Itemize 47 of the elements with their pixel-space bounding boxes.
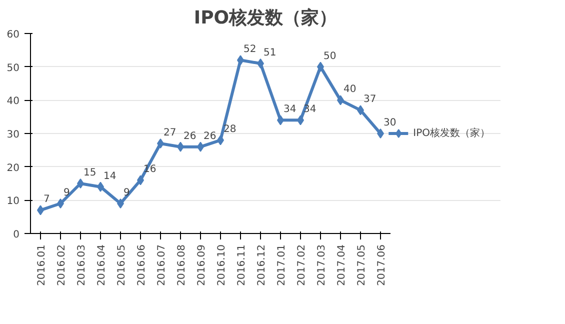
x-tick-label: 2016.10 (216, 244, 228, 286)
point (77, 178, 84, 188)
y-tick-label: 20 (6, 162, 20, 174)
point (257, 58, 264, 68)
x-tick-label: 2016.03 (76, 244, 88, 286)
x-tick-label: 2016.01 (36, 244, 48, 286)
data-label: 51 (264, 48, 276, 58)
y-tick-label: 50 (6, 62, 20, 74)
data-label: 40 (344, 84, 356, 96)
x-tick-label: 2016.02 (56, 244, 68, 286)
data-label: 28 (224, 124, 236, 136)
x-tick-label: 2016.04 (96, 244, 108, 286)
x-tick-label: 2016.05 (116, 244, 128, 286)
y-tick-label: 60 (6, 30, 20, 40)
data-label: 37 (364, 94, 376, 106)
x-tick-label: 2017.05 (356, 244, 368, 286)
y-tick-label: 0 (13, 230, 20, 240)
data-label: 34 (284, 104, 296, 116)
data-label: 14 (104, 170, 116, 182)
x-tick-label: 2016.08 (176, 244, 188, 286)
chart-title: IPO核发数（家） (194, 8, 338, 28)
x-tick-label: 2016.07 (156, 244, 168, 286)
y-tick-label: 10 (6, 196, 20, 208)
x-tick-label: 2016.09 (196, 244, 208, 286)
x-tick-label: 2017.03 (316, 244, 328, 286)
x-tick-label: 2017.04 (336, 244, 348, 286)
data-label: 27 (164, 128, 176, 138)
x-tick-label: 2017.02 (296, 244, 308, 286)
x-tick-label: 2017.06 (376, 244, 388, 286)
data-label: 7 (44, 194, 50, 206)
x-tick-label: 2016.11 (236, 244, 248, 286)
data-label: 52 (244, 44, 256, 56)
data-label: 26 (204, 130, 216, 142)
x-tick-label: 2016.06 (136, 244, 148, 286)
x-tick-label: 2016.12 (256, 244, 268, 286)
data-label: 15 (84, 168, 96, 178)
point (117, 198, 124, 208)
legend-label: IPO核发数（家） (413, 126, 490, 140)
data-label: 26 (184, 130, 196, 142)
point (377, 128, 384, 138)
y-tick-label: 40 (6, 96, 20, 108)
point (57, 198, 64, 208)
point (157, 138, 164, 148)
data-label: 50 (324, 50, 336, 62)
data-label: 30 (384, 118, 396, 128)
x-tick-label: 2017.01 (276, 244, 288, 286)
y-tick-label: 30 (6, 130, 20, 140)
